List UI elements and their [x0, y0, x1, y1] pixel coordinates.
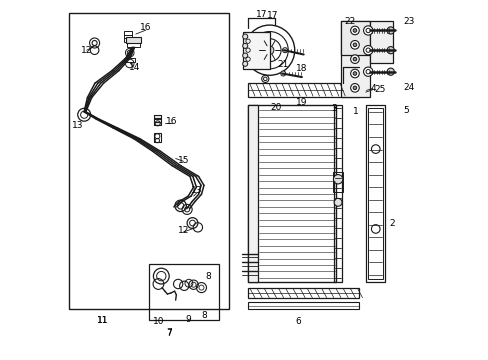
Text: 21: 21	[277, 60, 288, 69]
Text: 13: 13	[72, 121, 83, 130]
Bar	[154, 115, 161, 126]
Text: 19: 19	[296, 98, 307, 107]
Text: 15: 15	[178, 156, 189, 165]
Text: 11: 11	[97, 316, 108, 325]
Text: 18: 18	[296, 64, 307, 73]
Text: 3: 3	[330, 104, 336, 113]
Text: 6: 6	[295, 317, 301, 326]
Text: 5: 5	[402, 105, 408, 114]
Bar	[341, 22, 369, 55]
Bar	[247, 288, 359, 298]
Text: 4: 4	[369, 84, 375, 93]
Text: 24: 24	[403, 83, 414, 92]
Circle shape	[363, 26, 372, 35]
Text: 20: 20	[270, 103, 281, 112]
Bar	[366, 105, 384, 282]
Circle shape	[242, 53, 247, 58]
Bar	[154, 119, 161, 122]
Bar	[154, 134, 160, 142]
Bar	[154, 116, 161, 118]
Circle shape	[363, 67, 372, 76]
Bar	[126, 43, 140, 47]
Circle shape	[333, 175, 342, 184]
Bar	[149, 264, 219, 320]
Circle shape	[242, 34, 247, 39]
Bar	[341, 22, 369, 97]
Text: 14: 14	[129, 63, 141, 72]
Circle shape	[386, 46, 393, 54]
Bar	[69, 13, 228, 309]
Text: 17: 17	[255, 10, 267, 19]
Bar	[124, 39, 132, 42]
Bar	[247, 105, 335, 282]
Bar	[124, 58, 135, 62]
Bar	[242, 32, 269, 69]
Circle shape	[280, 71, 285, 76]
Text: 7: 7	[166, 329, 172, 338]
Circle shape	[386, 27, 393, 34]
Circle shape	[352, 72, 356, 75]
Circle shape	[352, 29, 356, 32]
Bar	[126, 37, 140, 43]
Text: 12: 12	[81, 46, 92, 55]
Circle shape	[242, 43, 247, 48]
Circle shape	[265, 46, 273, 54]
Bar	[124, 31, 132, 35]
Bar	[369, 22, 392, 63]
Circle shape	[350, 84, 359, 92]
Circle shape	[350, 41, 359, 49]
Circle shape	[242, 61, 247, 66]
Text: 25: 25	[373, 85, 385, 94]
Circle shape	[350, 26, 359, 35]
Text: 16: 16	[166, 117, 178, 126]
Circle shape	[386, 68, 393, 75]
Text: 9: 9	[185, 315, 191, 324]
Circle shape	[352, 86, 356, 90]
Text: 1: 1	[352, 107, 358, 116]
Bar	[124, 35, 132, 39]
Text: 8: 8	[201, 311, 207, 320]
Text: 8: 8	[205, 271, 211, 280]
Circle shape	[333, 198, 341, 206]
Text: 16: 16	[140, 23, 151, 32]
Text: 23: 23	[403, 17, 414, 26]
Circle shape	[352, 57, 356, 61]
Text: 10: 10	[152, 317, 164, 326]
Circle shape	[282, 48, 287, 53]
Bar	[247, 83, 359, 97]
Circle shape	[363, 45, 372, 55]
Text: 2: 2	[388, 219, 394, 228]
Circle shape	[350, 55, 359, 63]
Bar	[247, 105, 258, 282]
Text: 7: 7	[166, 328, 172, 337]
Bar	[333, 172, 342, 192]
Bar	[367, 108, 383, 279]
Bar	[247, 302, 359, 309]
Text: 17: 17	[267, 10, 278, 19]
Text: 13: 13	[191, 186, 203, 195]
Bar	[333, 105, 341, 282]
Text: 22: 22	[344, 17, 355, 26]
Circle shape	[350, 69, 359, 78]
Text: 11: 11	[97, 316, 108, 325]
Circle shape	[352, 43, 356, 46]
Text: 12: 12	[178, 226, 189, 235]
